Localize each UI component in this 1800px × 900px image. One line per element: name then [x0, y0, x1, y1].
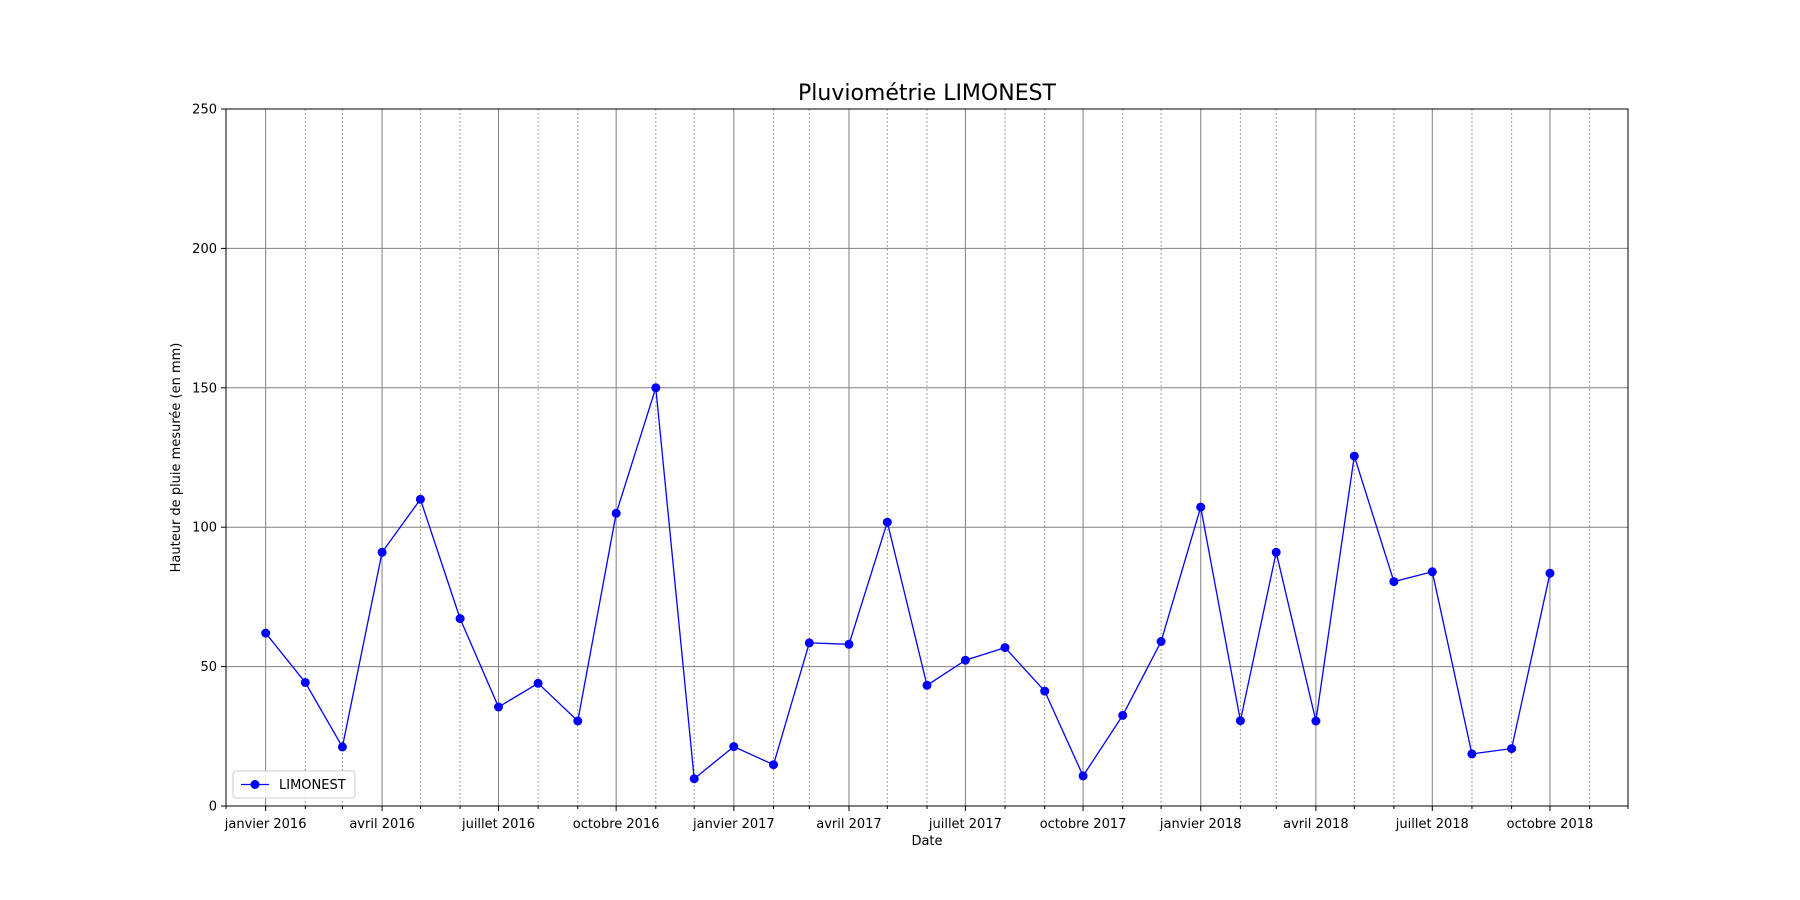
y-tick-label: 150 — [192, 381, 217, 396]
data-point — [1156, 637, 1166, 646]
x-tick-label: juillet 2017 — [928, 817, 1002, 832]
data-point — [651, 383, 661, 393]
chart-title: Pluviométrie LIMONEST — [798, 81, 1057, 106]
legend: LIMONEST — [232, 770, 356, 799]
x-tick-label: octobre 2018 — [1507, 817, 1594, 832]
data-point — [1427, 567, 1437, 577]
x-tick-label: avril 2018 — [1283, 817, 1348, 832]
y-axis-label: Hauteur de pluie mesurée (en mm) — [169, 343, 184, 573]
minor-grid — [225, 109, 1629, 809]
series-line-limonest — [265, 387, 1551, 780]
y-tick-label: 100 — [192, 521, 217, 536]
data-point — [1467, 749, 1477, 759]
data-point — [1000, 643, 1010, 653]
data-point — [1545, 568, 1555, 578]
data-point — [844, 639, 854, 649]
data-point — [882, 517, 892, 527]
x-axis: janvier 2016 avril 2016 juillet 2016 octobr… — [224, 806, 1594, 832]
x-tick-label: juillet 2018 — [1395, 817, 1469, 832]
data-point — [494, 702, 503, 712]
plot-frame — [225, 108, 1629, 807]
legend-box — [232, 770, 356, 799]
major-grid — [226, 108, 1628, 807]
y-tick-label: 50 — [200, 660, 217, 675]
data-point — [1349, 451, 1359, 461]
data-point — [1389, 577, 1399, 587]
data-point — [455, 614, 465, 624]
series-layer — [261, 383, 1555, 784]
x-axis-label: Date — [911, 834, 942, 849]
data-point — [533, 678, 543, 688]
data-point — [1196, 502, 1206, 512]
x-tick-label: juillet 2016 — [461, 817, 535, 832]
data-point — [261, 628, 271, 638]
data-point — [415, 494, 425, 504]
y-tick-label: 250 — [192, 103, 217, 118]
data-point — [377, 547, 387, 557]
data-point — [337, 742, 347, 752]
x-tick-label: avril 2017 — [816, 817, 881, 832]
data-point — [1040, 686, 1050, 696]
y-tick-label: 200 — [192, 242, 217, 257]
data-point — [922, 680, 932, 690]
x-tick-label: avril 2016 — [349, 817, 414, 832]
data-point — [1078, 771, 1088, 781]
data-point — [1118, 710, 1128, 720]
data-point — [300, 678, 310, 687]
data-point — [729, 742, 739, 752]
data-point — [960, 655, 970, 665]
legend-label: LIMONEST — [279, 778, 346, 793]
data-point — [1507, 744, 1517, 754]
data-point — [573, 716, 583, 726]
legend-marker — [250, 780, 260, 789]
x-tick-label: janvier 2018 — [1159, 817, 1242, 832]
data-point — [1311, 716, 1321, 726]
data-point — [1271, 547, 1281, 557]
data-point — [689, 774, 699, 784]
x-tick-label: janvier 2017 — [692, 817, 775, 832]
data-point — [611, 508, 621, 518]
x-tick-label: octobre 2017 — [1040, 817, 1127, 832]
data-point — [769, 760, 778, 770]
data-point — [804, 638, 814, 648]
y-tick-label: 0 — [209, 800, 217, 815]
data-point — [1235, 716, 1245, 726]
x-tick-label: janvier 2016 — [224, 817, 307, 832]
y-axis: 0 50 100 150 200 250 — [192, 103, 226, 815]
x-tick-label: octobre 2016 — [573, 817, 660, 832]
